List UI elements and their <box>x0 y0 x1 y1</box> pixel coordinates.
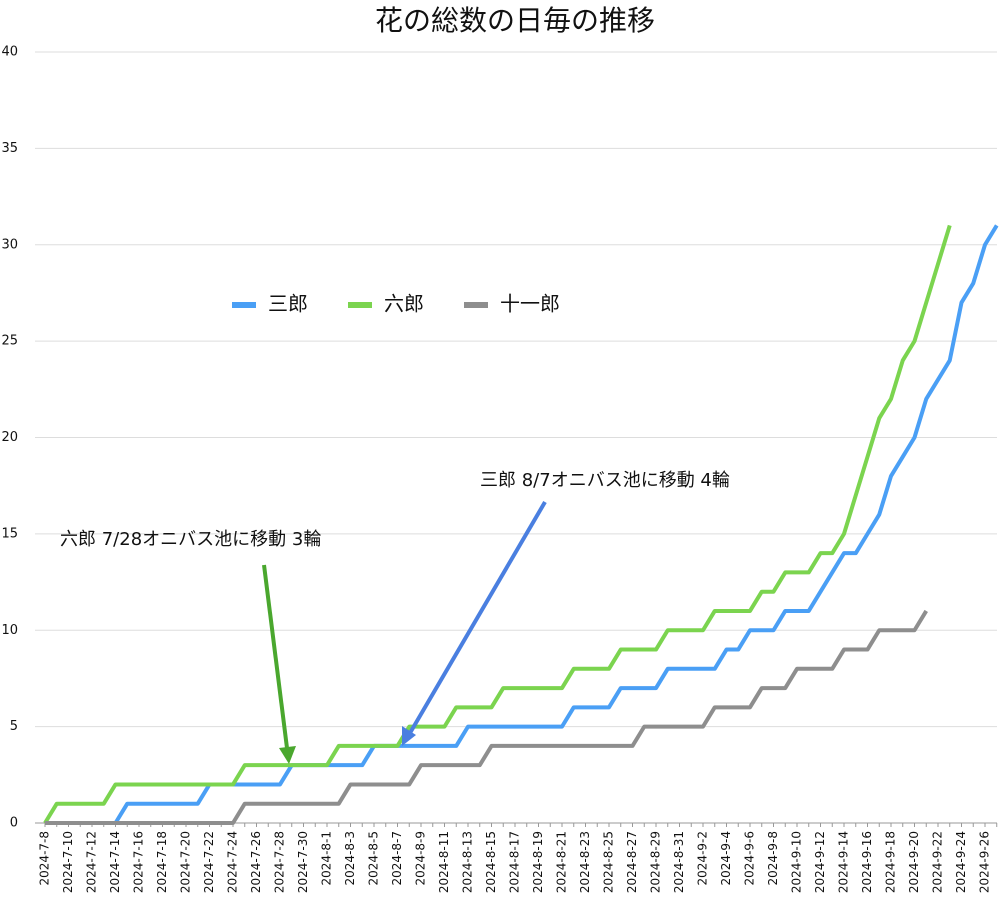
x-tick-label: 2024-8-23 <box>578 831 592 893</box>
x-tick-label: 2024-9-14 <box>837 831 851 893</box>
x-tick-label: 2024-9-10 <box>790 831 804 893</box>
x-tick-label: 2024-8-31 <box>672 831 686 893</box>
annotation-arrow <box>262 564 289 749</box>
x-tick-label: 2024-9-4 <box>719 831 733 885</box>
series-line <box>45 224 999 825</box>
x-tick-label: 2024-7-26 <box>249 831 263 893</box>
x-tick-label: 2024-8-7 <box>390 831 404 885</box>
x-tick-label: 2024-8-5 <box>367 831 381 885</box>
annotation: 三郎 8/7オニバス池に移動 4輪 <box>480 470 730 491</box>
x-tick-label: 2024-7-20 <box>179 831 193 893</box>
x-tick-label: 2024-8-11 <box>437 831 451 893</box>
x-tick-label: 2024-7-14 <box>108 831 122 893</box>
x-tick-label: 2024-8-17 <box>508 831 522 893</box>
y-tick-label: 10 <box>1 623 18 638</box>
x-tick-label: 2024-9-2 <box>696 831 710 885</box>
x-tick-label: 2024-9-18 <box>884 831 898 893</box>
x-tick-label: 2024-9-16 <box>860 831 874 893</box>
x-tick-label: 2024-8-15 <box>484 831 498 893</box>
annotation-arrowhead <box>402 726 416 746</box>
annotation-arrowhead <box>279 746 296 764</box>
x-tick-label: 2024-9-26 <box>978 831 992 893</box>
x-tick-label: 2024-7-28 <box>273 831 287 893</box>
x-tick-label: 2024-7-24 <box>226 831 240 893</box>
legend-label: 十一郎 <box>500 292 560 316</box>
x-tick-label: 2024-7-18 <box>155 831 169 893</box>
legend-label: 三郎 <box>268 292 308 316</box>
x-tick-label: 2024-7-22 <box>202 831 216 893</box>
x-tick-label: 2024-8-29 <box>649 831 663 893</box>
chart-title: 花の総数の日毎の推移 <box>375 4 655 37</box>
legend-label: 六郎 <box>384 292 424 316</box>
x-tick-label: 2024-7-16 <box>132 831 146 893</box>
y-tick-label: 5 <box>10 719 18 734</box>
x-tick-label: 2024-7-8 <box>38 831 52 885</box>
x-tick-label: 2024-8-25 <box>602 831 616 893</box>
y-tick-label: 15 <box>1 526 18 541</box>
x-tick-label: 2024-8-13 <box>461 831 475 893</box>
x-tick-label: 2024-7-12 <box>85 831 99 893</box>
x-tick-label: 2024-8-19 <box>531 831 545 893</box>
x-tick-label: 2024-9-22 <box>931 831 945 893</box>
x-tick-label: 2024-8-9 <box>414 831 428 885</box>
x-tick-label: 2024-8-21 <box>555 831 569 893</box>
x-tick-label: 2024-7-30 <box>296 831 310 893</box>
x-tick-label: 2024-9-20 <box>907 831 921 893</box>
y-tick-label: 35 <box>1 141 18 156</box>
series-line <box>43 224 952 825</box>
annotation: 六郎 7/28オニバス池に移動 3輪 <box>60 529 321 550</box>
annotation-arrow <box>408 500 547 735</box>
y-tick-label: 30 <box>1 237 18 252</box>
x-tick-label: 2024-8-1 <box>320 831 334 885</box>
x-tick-label: 2024-9-12 <box>813 831 827 893</box>
y-tick-label: 25 <box>1 334 18 349</box>
x-tick-label: 2024-9-6 <box>743 831 757 885</box>
x-tick-label: 2024-8-27 <box>625 831 639 893</box>
x-tick-label: 2024-9-8 <box>766 831 780 885</box>
series-line <box>45 609 928 825</box>
x-tick-label: 2024-7-10 <box>61 831 75 893</box>
x-tick-label: 2024-8-3 <box>343 831 357 885</box>
y-tick-label: 0 <box>10 816 18 831</box>
y-tick-label: 20 <box>1 430 18 445</box>
y-tick-label: 40 <box>1 45 18 60</box>
x-tick-label: 2024-9-24 <box>954 831 968 893</box>
